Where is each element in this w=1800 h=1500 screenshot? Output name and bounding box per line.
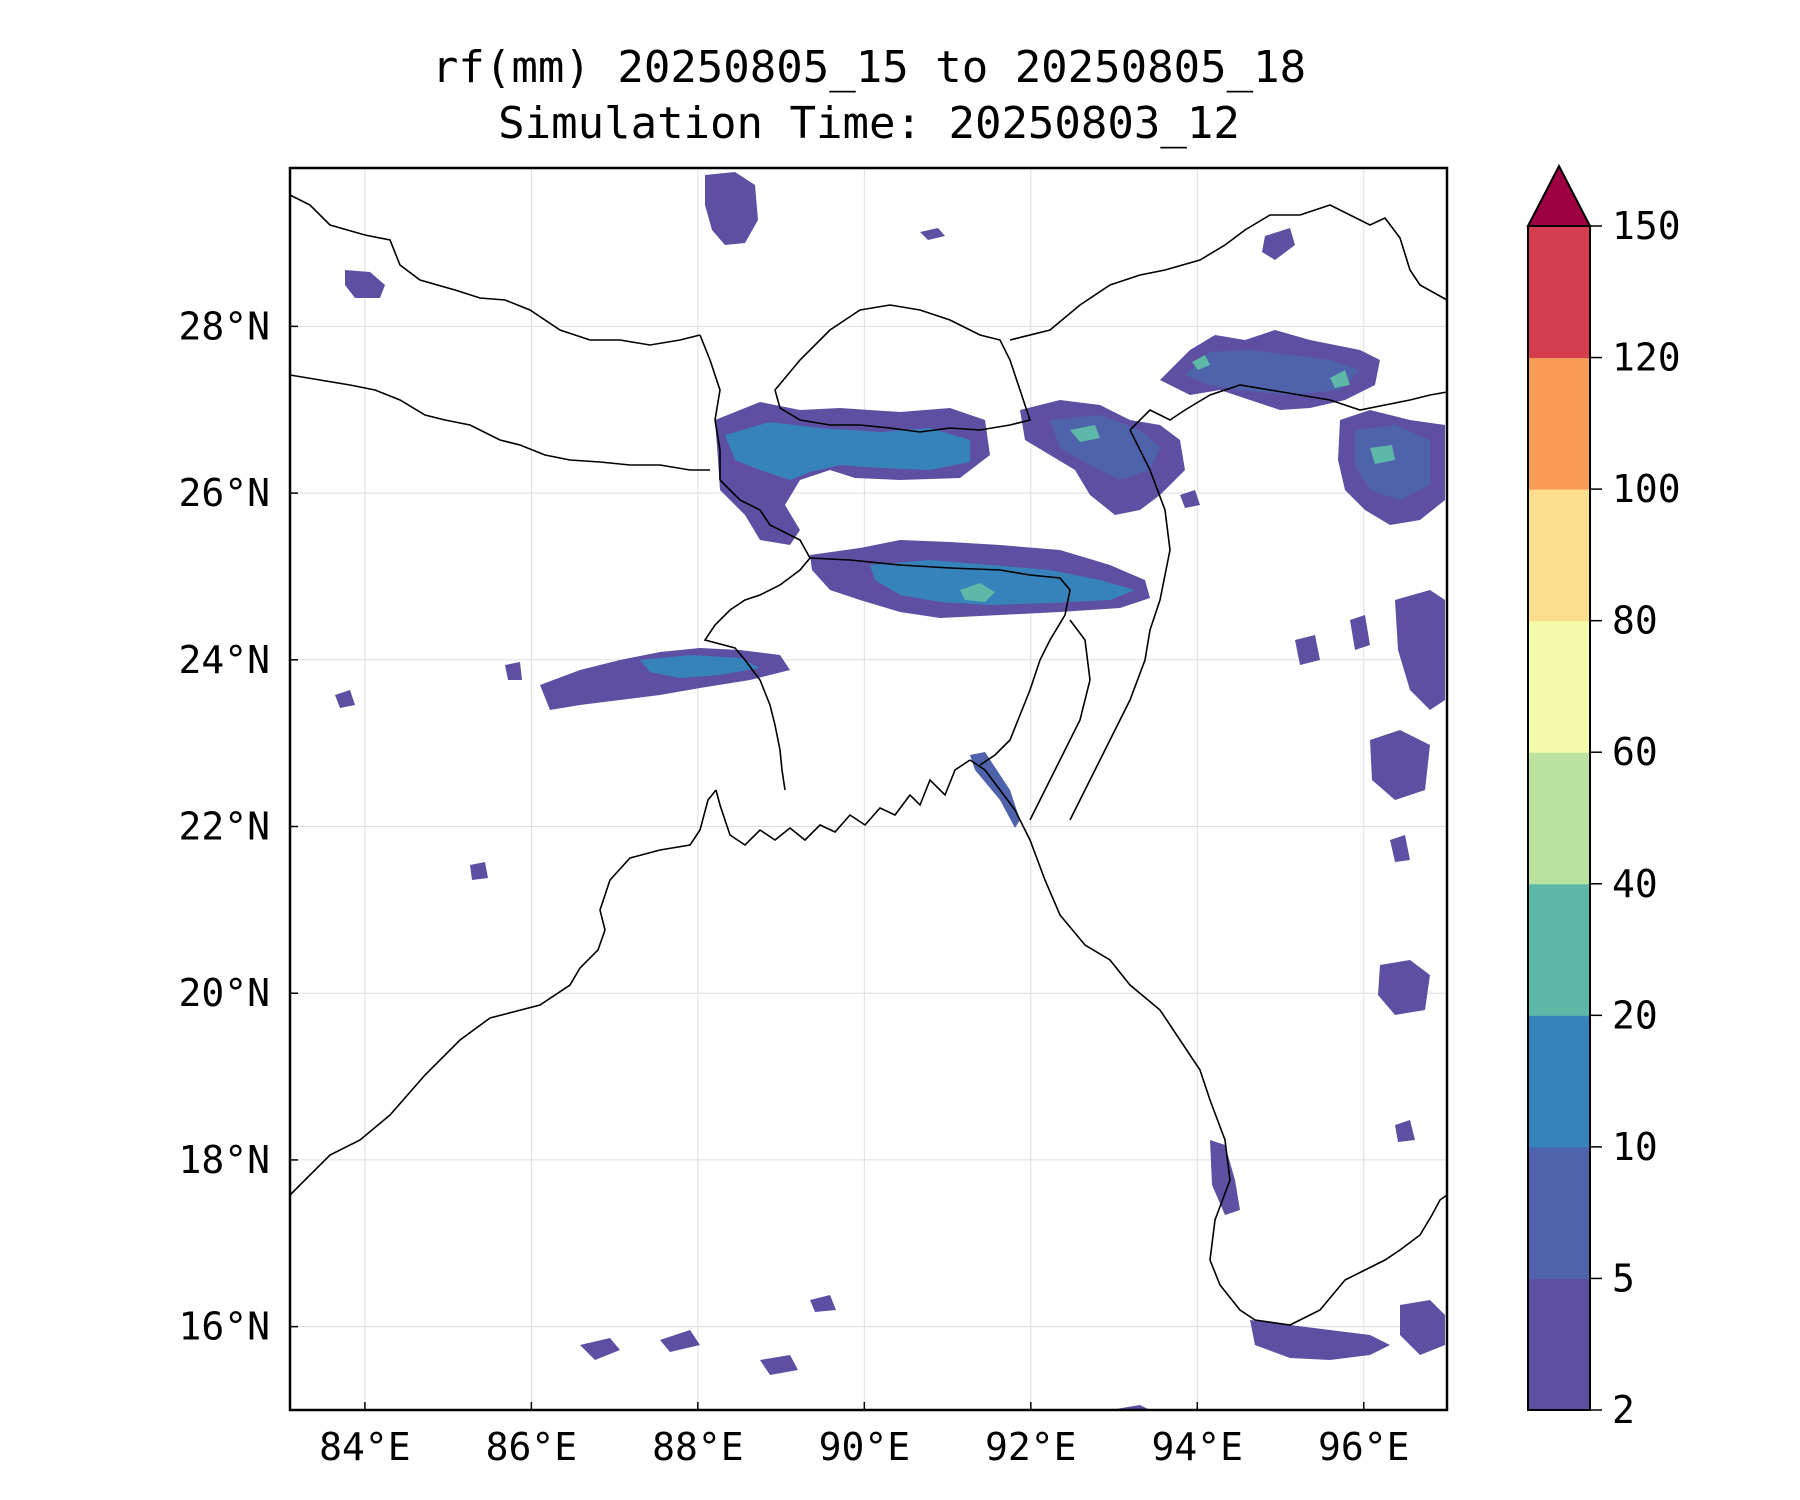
colorbar-label: 80 xyxy=(1612,599,1658,643)
y-tick-label: 16°N xyxy=(178,1305,270,1349)
rain-cell-small xyxy=(470,862,488,880)
map-frame xyxy=(288,166,1449,1412)
border-china-arunachal xyxy=(1009,204,1448,341)
rain-area-andaman xyxy=(1400,1300,1445,1355)
border-bhutan xyxy=(774,304,1032,433)
border-nepal-north xyxy=(289,194,701,346)
border-india-myanmar xyxy=(1129,384,1448,431)
x-tick-label: 90°E xyxy=(819,1425,911,1469)
colorbar-segment xyxy=(1528,620,1590,753)
colorbar-segment xyxy=(1528,1278,1590,1411)
coastline-myanmar-south xyxy=(1254,1194,1448,1326)
rain-area-arunachal-peak xyxy=(1192,355,1210,370)
y-tick-label: 28°N xyxy=(178,304,270,348)
coastline-myanmar xyxy=(969,759,1256,1321)
colorbar-segment xyxy=(1528,883,1590,1016)
rain-area-myanmar-east xyxy=(1395,590,1445,710)
rain-area-north-bengal-core xyxy=(725,422,970,480)
y-tick-label: 22°N xyxy=(178,805,270,849)
gridlines xyxy=(290,168,1447,1410)
rain-cell-small xyxy=(580,1338,620,1360)
border-mizoram xyxy=(1029,619,1091,821)
rain-cell-small xyxy=(1180,490,1200,508)
title-line-1: rf(mm) 20250805_15 to 20250805_18 xyxy=(432,42,1306,93)
rain-cell-small xyxy=(810,1295,836,1312)
x-tick-label: 94°E xyxy=(1152,1425,1244,1469)
rain-area-myanmar-north-peak xyxy=(1370,445,1395,464)
rain-cell-small xyxy=(505,662,522,680)
title-line-2: Simulation Time: 20250803_12 xyxy=(498,98,1240,149)
y-tick-label: 26°N xyxy=(178,471,270,515)
rain-area-arunachal-core xyxy=(1185,350,1360,395)
rain-area-coast-myanmar xyxy=(1210,1140,1240,1215)
rain-area-bangladesh-core xyxy=(640,655,760,678)
border-manipur xyxy=(1069,429,1171,821)
colorbar-frame xyxy=(1527,225,1591,1411)
colorbar-segment xyxy=(1528,357,1590,490)
colorbar-label: 2 xyxy=(1612,1388,1635,1432)
rain-cell-small xyxy=(1295,635,1320,665)
rain-area-nepal xyxy=(705,172,758,245)
rain-area-mizoram xyxy=(970,752,1020,828)
colorbar-label: 20 xyxy=(1612,993,1658,1037)
x-axis-ticks: 84°E 86°E 88°E 90°E 92°E 94°E 96°E xyxy=(319,1402,1410,1469)
y-tick-label: 20°N xyxy=(178,971,270,1015)
rain-area-myanmar-north-core xyxy=(1355,425,1430,500)
rain-cell-small xyxy=(335,690,355,708)
rain-cell-small xyxy=(760,1355,798,1375)
colorbar-label: 40 xyxy=(1612,862,1658,906)
coastlines-and-borders xyxy=(289,194,1448,1326)
x-tick-label: 86°E xyxy=(486,1425,578,1469)
x-tick-label: 96°E xyxy=(1318,1425,1410,1469)
rain-cell-small xyxy=(920,228,945,240)
border-sikkim xyxy=(699,334,721,480)
colorbar-segment xyxy=(1528,752,1590,885)
rain-area-myanmar-east-3 xyxy=(1378,960,1430,1015)
colorbar-label: 100 xyxy=(1612,467,1681,511)
colorbar-label: 120 xyxy=(1612,336,1681,380)
colorbar-label: 60 xyxy=(1612,730,1658,774)
rain-area-arunachal-peak-2 xyxy=(1330,370,1350,388)
y-axis-ticks: 16°N 18°N 20°N 22°N 24°N 26°N 28°N xyxy=(178,304,298,1349)
colorbar-segment xyxy=(1528,489,1590,622)
rain-area-bay-south xyxy=(1250,1320,1390,1360)
coastline-sundarbans xyxy=(715,759,971,847)
rain-cell-small xyxy=(1390,835,1410,862)
colorbar-label: 10 xyxy=(1612,1125,1658,1169)
x-tick-label: 84°E xyxy=(319,1425,411,1469)
colorbar-label: 150 xyxy=(1612,204,1681,248)
rain-cell-small xyxy=(1395,1120,1415,1142)
rain-cell-small xyxy=(660,1330,700,1352)
y-tick-label: 18°N xyxy=(178,1138,270,1182)
colorbar-segment xyxy=(1528,1015,1590,1148)
rain-cell-small xyxy=(1110,478,1135,498)
rain-area-myanmar-east-2 xyxy=(1370,730,1430,800)
border-bangladesh-east xyxy=(809,557,1071,766)
colorbar-segment xyxy=(1528,226,1590,359)
colorbar-segment xyxy=(1528,1146,1590,1279)
rain-area-meghalaya-peak xyxy=(960,583,995,602)
border-bangladesh xyxy=(703,479,811,791)
colorbar-label: 5 xyxy=(1612,1256,1635,1300)
rain-area-bhutan-east xyxy=(1262,228,1295,260)
rain-area-nepal-2 xyxy=(345,270,385,298)
coastline-east-india xyxy=(289,789,717,1196)
y-tick-label: 24°N xyxy=(178,638,270,682)
map-panel: 84°E 86°E 88°E 90°E 92°E 94°E 96°E 16°N 18°N 20°… xyxy=(178,166,1449,1469)
rain-area-assam-peak xyxy=(1070,425,1100,442)
x-tick-label: 92°E xyxy=(985,1425,1077,1469)
x-tick-label: 88°E xyxy=(652,1425,744,1469)
border-nepal-south xyxy=(289,374,710,471)
rain-cell-small xyxy=(1350,615,1370,650)
colorbar-extend-arrow xyxy=(1526,163,1592,227)
colorbar: 2 5 10 20 40 60 80 100 120 150 xyxy=(1526,163,1681,1432)
